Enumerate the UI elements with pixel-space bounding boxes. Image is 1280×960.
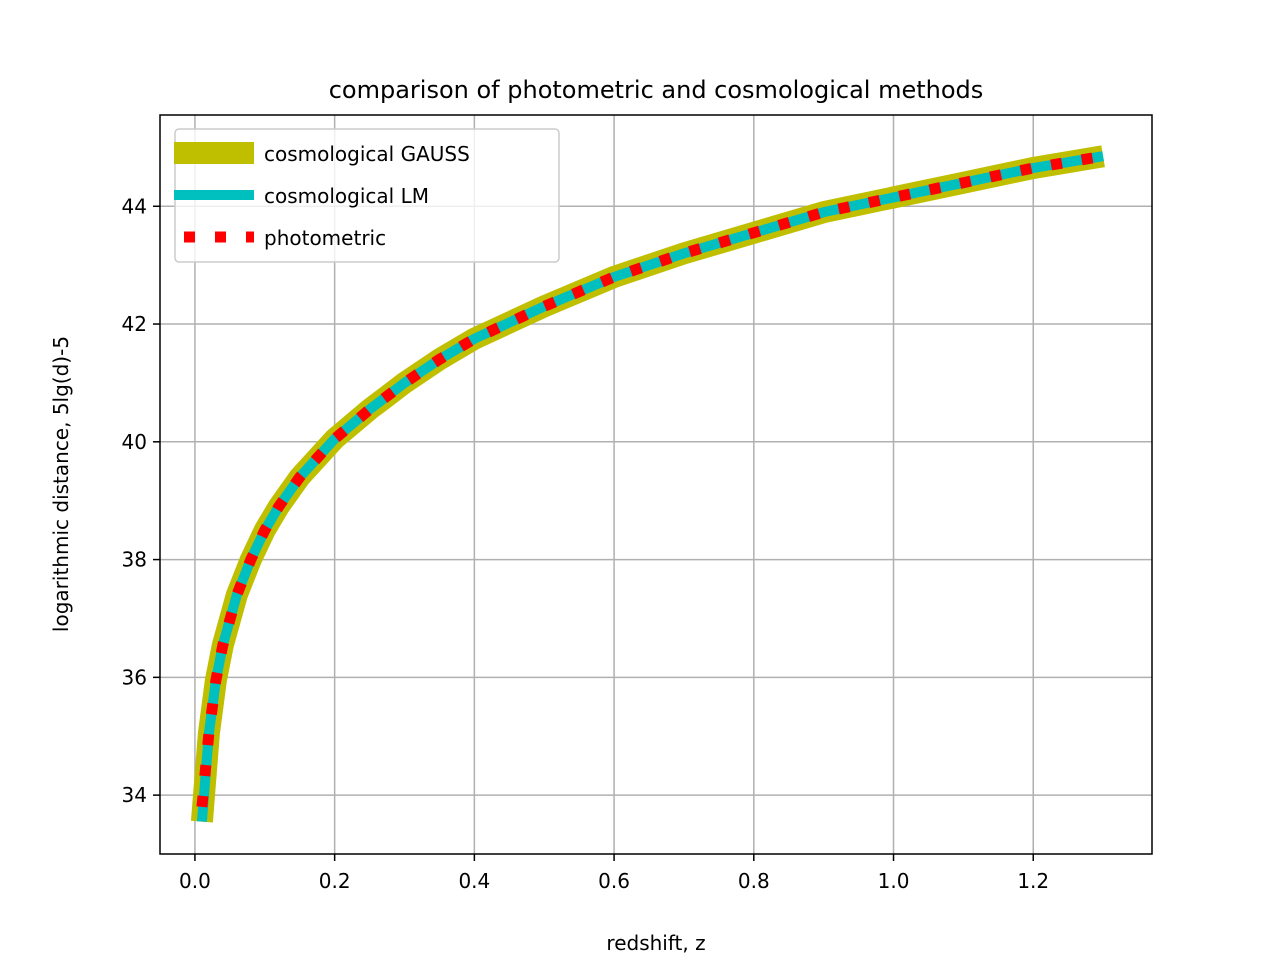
chart-title: comparison of photometric and cosmologic…: [329, 76, 984, 104]
legend: cosmological GAUSS cosmological LM photo…: [174, 128, 560, 263]
x-axis: 0.0 0.2 0.4 0.6 0.8 1.0 1.2: [179, 854, 1049, 893]
legend-label-photometric: photometric: [264, 226, 386, 250]
x-tick-label: 0.8: [738, 869, 770, 893]
plot-frame: [159, 114, 1153, 855]
y-tick-label: 34: [122, 783, 147, 807]
y-tick-label: 44: [122, 194, 147, 218]
x-tick-label: 1.2: [1017, 869, 1049, 893]
series-layer: [190, 145, 1105, 823]
x-tick-label: 0.6: [598, 869, 630, 893]
x-tick-label: 0.4: [458, 869, 490, 893]
x-tick-label: 0.2: [319, 869, 351, 893]
y-axis-label: logarithmic distance, 5lg(d)-5: [49, 336, 73, 632]
x-tick-label: 1.0: [878, 869, 910, 893]
y-tick-label: 36: [122, 665, 147, 689]
series-line-photometric: [196, 150, 1105, 808]
x-tick-label: 0.0: [179, 869, 211, 893]
x-axis-label: redshift, z: [606, 931, 705, 955]
y-tick-label: 42: [122, 312, 147, 336]
legend-label-gauss: cosmological GAUSS: [264, 142, 470, 166]
y-axis: 34 36 38 40 42 44: [122, 194, 160, 807]
y-tick-label: 38: [122, 548, 147, 572]
legend-label-lm: cosmological LM: [264, 184, 429, 208]
y-tick-label: 40: [122, 430, 147, 454]
